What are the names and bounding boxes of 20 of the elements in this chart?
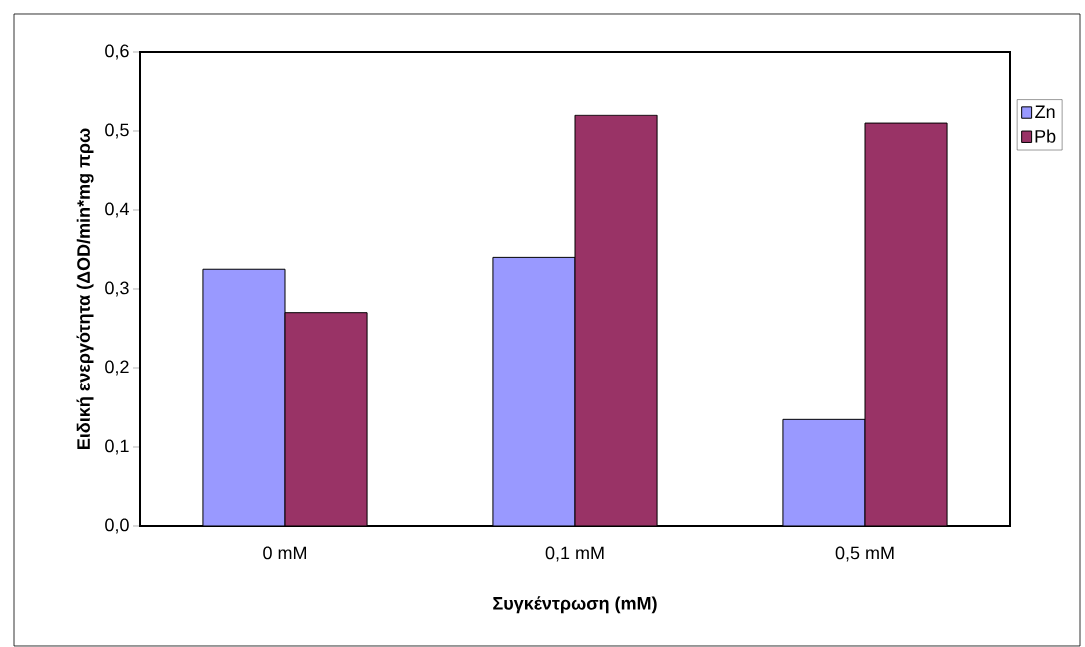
y-tick-label: 0,4 xyxy=(105,202,129,218)
y-tick-label: 0,5 xyxy=(105,123,129,139)
y-tick-label: 0,6 xyxy=(105,44,129,60)
y-tick-label: 0,2 xyxy=(105,360,129,376)
y-tick-label: 0,3 xyxy=(105,281,129,297)
bar xyxy=(492,256,576,526)
legend-label: Zn xyxy=(1035,105,1055,118)
bar xyxy=(202,268,286,526)
x-tick-label: 0,5 mM xyxy=(835,546,894,562)
x-tick-label: 0,1 mM xyxy=(545,546,604,562)
bar xyxy=(574,114,658,526)
x-tick-label: 0 mM xyxy=(263,546,307,560)
bar xyxy=(864,122,948,526)
bar xyxy=(284,312,368,526)
legend-label: Pb xyxy=(1035,129,1056,143)
y-tick-label: 0,1 xyxy=(105,439,129,455)
bar xyxy=(782,418,866,526)
x-axis-title: Συγκέντρωση (mM) xyxy=(493,596,657,614)
y-tick-label: 0,0 xyxy=(105,518,129,534)
y-axis-title: Ειδική ενεργότητα (ΔOD/min*mg πρω xyxy=(76,128,94,449)
